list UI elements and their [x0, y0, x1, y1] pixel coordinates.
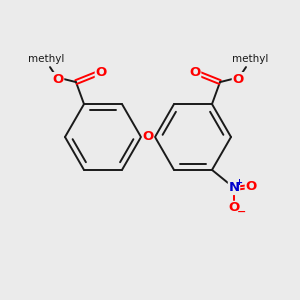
Text: N: N	[228, 182, 240, 194]
Text: O: O	[189, 66, 201, 79]
Text: methyl: methyl	[232, 54, 268, 64]
Text: O: O	[232, 73, 244, 85]
Text: methyl: methyl	[28, 54, 64, 64]
Text: O: O	[245, 180, 256, 194]
Text: O: O	[142, 130, 154, 143]
Text: O: O	[95, 66, 106, 79]
Text: O: O	[228, 201, 240, 214]
Text: +: +	[236, 178, 242, 188]
Text: O: O	[52, 73, 64, 85]
Text: −: −	[237, 207, 247, 217]
